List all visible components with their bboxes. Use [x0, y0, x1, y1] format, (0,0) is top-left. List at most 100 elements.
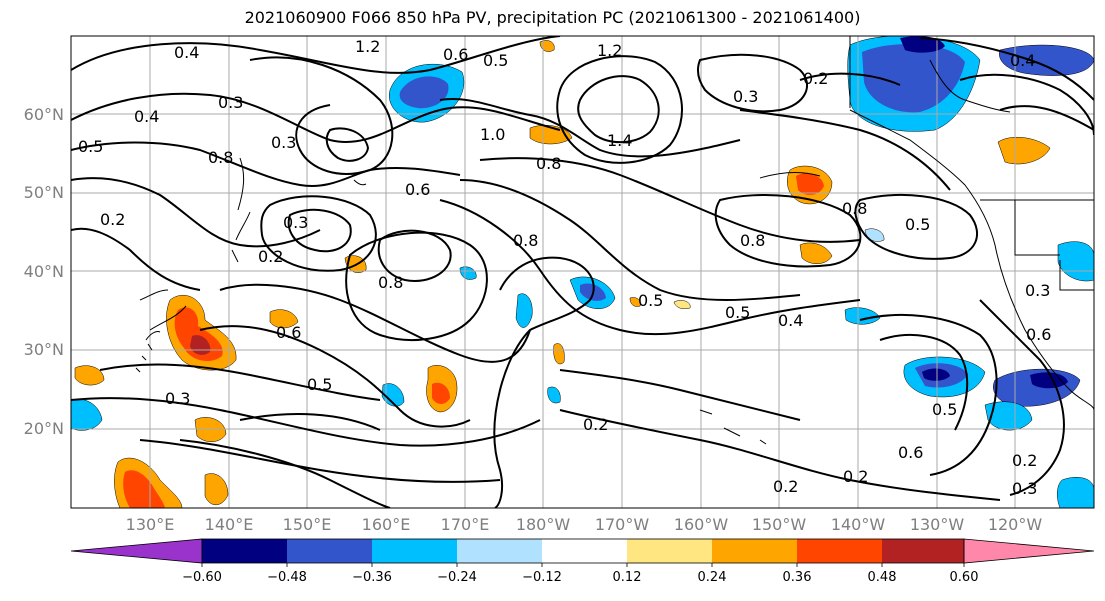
lon-label: 140°E [204, 515, 254, 534]
contour-label: 0.3 [1025, 281, 1050, 300]
precip-positive-region [269, 309, 299, 329]
precip-negative-region [515, 293, 533, 328]
contour-label: 0.2 [100, 210, 125, 229]
contour-label: 0.6 [1026, 325, 1051, 344]
colorbar-tick-label: 0.60 [949, 570, 979, 585]
lon-label: 170°W [594, 515, 650, 534]
precip-positive-region [796, 173, 824, 195]
map-title: 2021060900 F066 850 hPa PV, precipitatio… [244, 8, 861, 27]
colorbar-tick-label: −0.12 [522, 570, 562, 585]
contour-label: 0.6 [443, 45, 468, 64]
map-frame [70, 35, 1095, 509]
precip-negative-region [459, 266, 477, 280]
lon-label: 140°W [830, 515, 886, 534]
precip-negative-region [999, 44, 1094, 76]
precip-positive-region [123, 470, 165, 508]
lon-label: 160°W [673, 515, 729, 534]
contour-label: 0.5 [307, 375, 332, 394]
precip-negative-region [922, 368, 950, 381]
colorbar-segment [712, 539, 797, 563]
colorbar-extend-high [963, 538, 1095, 564]
contour-label: 1.2 [597, 41, 622, 60]
colorbar-tick-label: 0.36 [782, 570, 812, 585]
contour-label: 0.6 [276, 323, 301, 342]
colorbar-tick-label: −0.60 [182, 570, 222, 585]
colorbar-segment [287, 539, 372, 563]
colorbar-segment [202, 539, 287, 563]
precip-negative-region [984, 401, 1033, 431]
precip-positive-region [174, 307, 223, 362]
contour-label: 0.3 [1012, 479, 1037, 498]
colorbar-segment [882, 539, 964, 563]
contour-label: 1.0 [480, 125, 505, 144]
colorbar [70, 538, 1095, 567]
precip-positive-region [74, 365, 105, 386]
lon-label: 130°W [909, 515, 965, 534]
contour-label: 0.3 [165, 389, 190, 408]
colorbar-tick-label: −0.36 [352, 570, 392, 585]
contour-label: 0.2 [583, 415, 608, 434]
lat-label: 30°N [23, 340, 64, 359]
precip-negative-region [1057, 477, 1094, 508]
colorbar-tick-label: −0.48 [267, 570, 307, 585]
precip-positive-region [204, 473, 229, 506]
lon-label: 170°E [440, 515, 490, 534]
lat-label: 60°N [23, 105, 64, 124]
colorbar-segment [542, 539, 627, 563]
contour-label: 0.3 [733, 87, 758, 106]
precip-positive-region [194, 417, 227, 442]
contour-label: 0.3 [271, 133, 296, 152]
precip-negative-region [862, 43, 965, 113]
contour-labels: 0.4 1.2 0.5 1.2 0.3 0.6 0.2 0.4 0.3 0.4 … [78, 37, 1051, 498]
lat-label: 50°N [23, 183, 64, 202]
contour-label: 0.4 [134, 107, 159, 126]
contour-label: 0.5 [932, 400, 957, 419]
contour-label: 0.8 [208, 148, 233, 167]
precip-positive-region [539, 40, 555, 52]
lon-label: 160°E [361, 515, 411, 534]
contour-label: 0.6 [898, 443, 923, 462]
contour-label: 0.4 [1010, 51, 1035, 70]
colorbar-tick-label: 0.12 [612, 570, 642, 585]
contour-label: 1.4 [607, 131, 632, 150]
colorbar-segment [627, 539, 712, 563]
contour-label: 0.4 [174, 43, 199, 62]
contour-label: 0.8 [513, 231, 538, 250]
graticule [71, 36, 1094, 508]
precip-negative-region [844, 307, 881, 325]
colorbar-extend-low [70, 538, 203, 564]
pv-contours [71, 36, 1094, 508]
precip-negative-region [1057, 241, 1094, 282]
precip-positive-region [432, 382, 450, 404]
precip-negative-region [547, 386, 561, 404]
precip-positive-region [997, 136, 1051, 165]
lat-label: 20°N [23, 419, 64, 438]
contour-label: 0.2 [843, 467, 868, 486]
lon-label: 120°W [987, 515, 1043, 534]
contour-label: 0.5 [638, 291, 663, 310]
precip-positive-region [799, 242, 833, 264]
colorbar-segment [457, 539, 542, 563]
precip-negative-region [900, 36, 945, 53]
precip-negative-region [71, 398, 103, 431]
lat-label: 40°N [23, 262, 64, 281]
lon-label: 130°E [125, 515, 175, 534]
colorbar-tick-label: 0.24 [697, 570, 727, 585]
colorbar-segment [797, 539, 882, 563]
precip-negative-region [864, 228, 885, 242]
contour-label: 0.3 [283, 213, 308, 232]
contour-label: 0.5 [905, 215, 930, 234]
precip-positive-region [673, 300, 691, 309]
precip-positive-region [629, 297, 641, 307]
contour-label: 0.8 [536, 154, 561, 173]
lon-label: 150°W [751, 515, 807, 534]
precip-negative-region [399, 76, 449, 109]
contour-label: 0.2 [1012, 451, 1037, 470]
contour-label: 1.2 [355, 37, 380, 56]
lon-label: 180°W [515, 515, 571, 534]
contour-label: 0.5 [483, 51, 508, 70]
precip-negative-region [1030, 372, 1068, 389]
contour-label: 0.5 [725, 303, 750, 322]
colorbar-tick-label: −0.24 [437, 570, 477, 585]
